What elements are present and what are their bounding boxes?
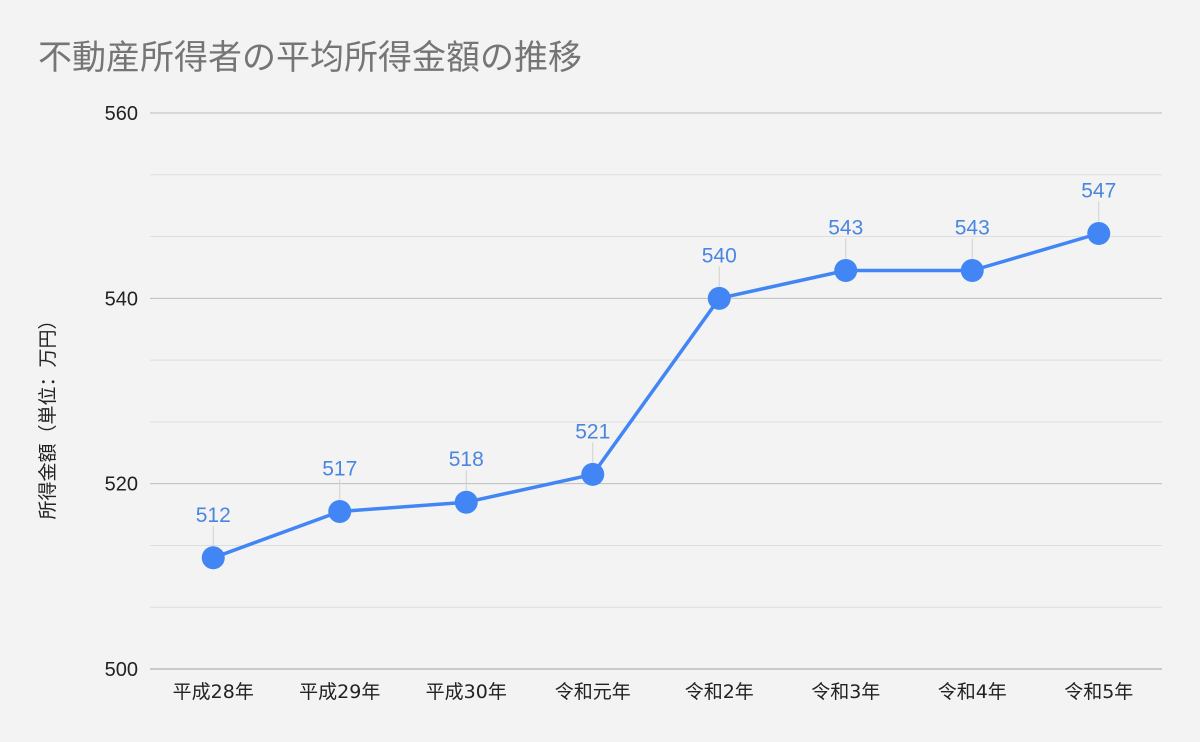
y-tick-label: 540	[105, 288, 138, 310]
x-tick-label: 令和2年	[685, 681, 754, 703]
y-tick-label: 520	[105, 474, 138, 496]
data-point	[328, 499, 352, 523]
data-labels: 512 517 518 521 540 543 543 547	[196, 179, 1117, 526]
grid-lines	[150, 112, 1162, 670]
data-label-leaders	[212, 201, 1100, 546]
y-tick-label: 560	[105, 103, 138, 125]
data-point	[834, 259, 858, 283]
x-tick-label: 令和5年	[1064, 681, 1133, 703]
data-label: 543	[828, 217, 863, 240]
x-tick-label: 令和元年	[555, 681, 631, 703]
x-tick-label: 平成29年	[299, 681, 380, 703]
data-point	[960, 259, 984, 283]
data-point	[454, 490, 478, 514]
data-points	[201, 221, 1111, 570]
data-label: 518	[449, 448, 484, 471]
series-line	[211, 231, 1101, 560]
y-axis-title: 所得金額（単位：万円）	[37, 310, 59, 519]
series-line-group	[211, 231, 1101, 560]
chart-title: 不動産所得者の平均所得金額の推移	[38, 38, 582, 78]
data-label: 517	[322, 457, 357, 480]
x-axis-tick-labels: 平成28年 平成29年 平成30年 令和元年 令和2年 令和3年 令和4年 令和5年	[173, 681, 1134, 703]
data-point	[1087, 221, 1111, 245]
x-tick-label: 令和4年	[938, 681, 1007, 703]
data-point	[707, 286, 731, 310]
y-tick-label: 500	[105, 659, 138, 681]
data-label: 543	[955, 217, 990, 240]
data-label: 547	[1081, 179, 1116, 202]
data-label: 512	[196, 504, 231, 527]
data-label: 521	[575, 420, 610, 443]
data-point	[201, 546, 225, 570]
data-point	[581, 462, 605, 486]
x-tick-label: 平成30年	[426, 681, 507, 703]
y-axis-label: 所得金額（単位：万円）	[37, 310, 59, 519]
y-axis-tick-labels: 500 520 540 560	[105, 103, 138, 681]
x-tick-label: 令和3年	[811, 681, 880, 703]
x-tick-label: 平成28年	[173, 681, 254, 703]
data-label: 540	[702, 244, 737, 267]
